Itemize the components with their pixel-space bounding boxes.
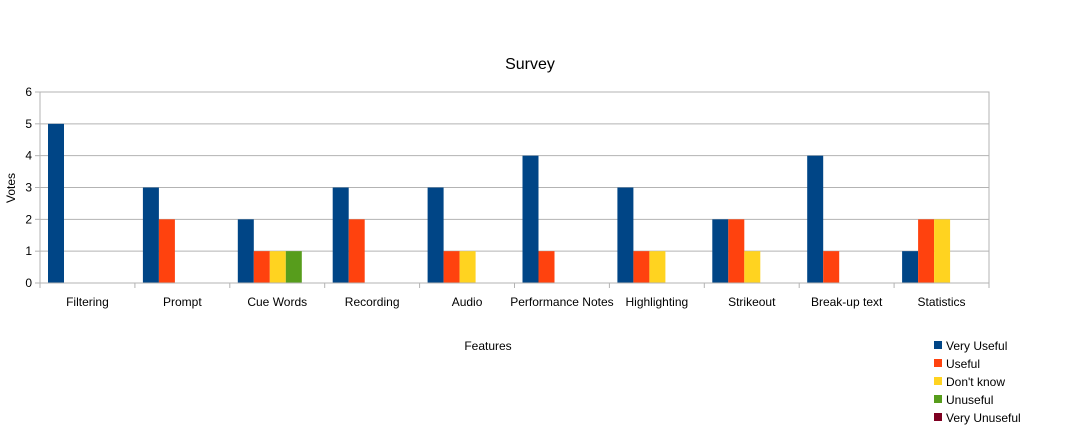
legend-swatch [934, 341, 942, 349]
bar [934, 219, 951, 283]
x-tick-label: Cue Words [247, 295, 307, 309]
bar [918, 219, 935, 283]
x-axis-label: Features [464, 339, 511, 353]
legend-entry: Very Unuseful [946, 411, 1021, 425]
bar [902, 251, 919, 283]
x-tick-label: Break-up text [811, 295, 883, 309]
y-tick-label: 5 [25, 117, 32, 131]
x-tick-label: Prompt [163, 295, 202, 309]
bar [522, 155, 539, 283]
legend-swatch [934, 395, 942, 403]
legend-entry: Unuseful [946, 393, 993, 407]
bar [158, 219, 175, 283]
legend: Very Useful Useful Don't know Unuseful Very … [934, 339, 1021, 425]
legend-entry: Useful [946, 357, 980, 371]
bar [348, 219, 365, 283]
bar [807, 155, 824, 283]
y-tick-label: 6 [25, 85, 32, 99]
bar [269, 251, 286, 283]
x-tick-label: Audio [452, 295, 483, 309]
y-tick-label: 3 [25, 181, 32, 195]
bar [538, 251, 555, 283]
grid-lines [40, 91, 989, 284]
x-tick-label: Filtering [66, 295, 109, 309]
bar [744, 251, 761, 283]
legend-entry: Very Useful [946, 339, 1007, 353]
y-axis-label: Votes [4, 173, 18, 203]
bar [427, 187, 444, 283]
bar [142, 187, 159, 283]
bar [823, 251, 840, 283]
x-axis-ticks: Filtering Prompt Cue Words Recording Audio Pe… [39, 283, 990, 309]
y-tick-label: 2 [25, 212, 32, 226]
bar [48, 123, 64, 283]
x-tick-label: Strikeout [728, 295, 776, 309]
x-tick-label: Statistics [918, 295, 966, 309]
plot-area-frame [39, 91, 990, 284]
legend-entry: Don't know [946, 375, 1005, 389]
legend-swatch [934, 359, 942, 367]
bar [332, 187, 349, 283]
bars [48, 123, 951, 283]
chart-title: Survey [505, 56, 555, 73]
x-tick-label: Highlighting [625, 295, 688, 309]
bar [617, 187, 634, 283]
bar [633, 251, 650, 283]
x-tick-label: Performance Notes [510, 295, 613, 309]
bar [459, 251, 476, 283]
bar [649, 251, 666, 283]
bar [443, 251, 460, 283]
y-tick-label: 1 [25, 244, 32, 258]
y-axis-ticks: 0 1 2 3 4 5 6 [25, 85, 40, 290]
bar [237, 219, 254, 283]
bar [712, 219, 729, 283]
legend-swatch [934, 413, 942, 421]
bar [728, 219, 745, 283]
y-tick-label: 0 [25, 276, 32, 290]
bar [285, 251, 302, 283]
legend-swatch [934, 377, 942, 385]
y-tick-label: 4 [25, 149, 32, 163]
x-tick-label: Recording [345, 295, 400, 309]
bar [253, 251, 270, 283]
